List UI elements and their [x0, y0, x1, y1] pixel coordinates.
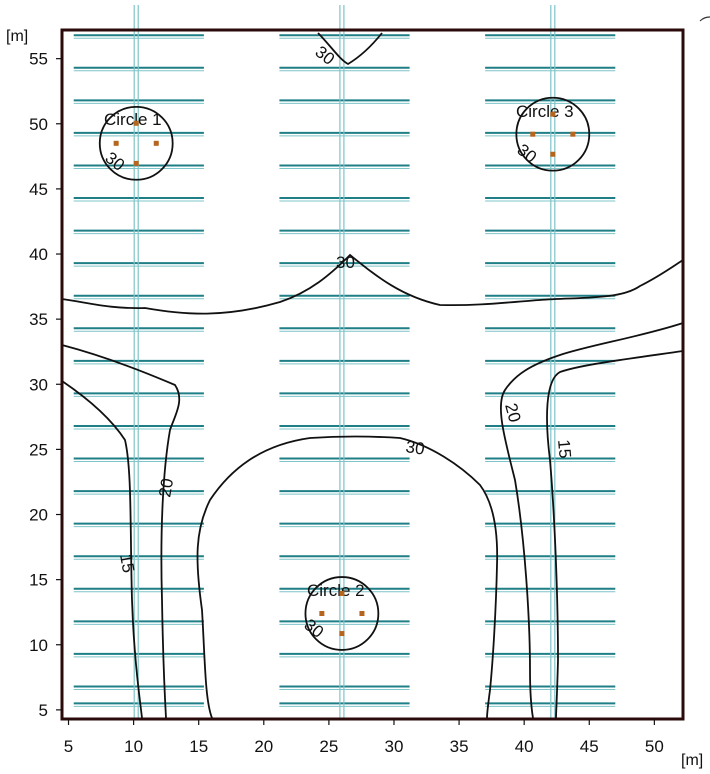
y-tick-label: 25 — [29, 440, 48, 459]
measurement-point-marker — [153, 140, 159, 146]
measurement-point-marker — [570, 131, 576, 137]
y-tick-label: 35 — [29, 310, 48, 329]
contour-label-30-top: 30 — [312, 42, 339, 69]
x-tick-label: 35 — [450, 737, 469, 756]
y-tick-label: 10 — [29, 636, 48, 655]
x-tick-label: 25 — [319, 737, 338, 756]
contour-label-15-left: 15 — [116, 552, 138, 574]
contour-line-15-left — [61, 380, 143, 719]
measurement-point-marker — [133, 160, 139, 166]
partial-circle-icon — [699, 16, 710, 22]
contour-label-20-left: 20 — [155, 477, 177, 499]
circle-3-label: Circle 3 — [516, 102, 574, 121]
calculation-circle — [304, 576, 380, 651]
calculation-circle — [98, 105, 174, 181]
contour-label-20-right: 20 — [501, 401, 524, 424]
contour-label-15-right: 15 — [554, 439, 575, 460]
x-tick-label: 40 — [515, 737, 534, 756]
calculation-circle — [515, 96, 591, 172]
contour-line-20-right — [499, 322, 684, 719]
x-axis-unit: [m] — [681, 752, 703, 769]
measurement-point-marker — [133, 120, 139, 126]
contour-layer — [61, 32, 684, 719]
x-tick-label: 50 — [645, 737, 664, 756]
y-tick-label: 30 — [29, 375, 48, 394]
contour-label-30-mid: 30 — [336, 253, 355, 272]
measurement-point-marker — [359, 611, 365, 617]
x-tick-label: 5 — [64, 737, 73, 756]
x-tick-label: 45 — [580, 737, 599, 756]
y-tick-label: 20 — [29, 506, 48, 525]
y-tick-label: 50 — [29, 115, 48, 134]
axis-ticks: 5 10 15 20 25 30 35 40 45 50 5 10 15 20 25 30 35 40 45 50 55 — [29, 50, 664, 756]
x-tick-label: 30 — [385, 737, 404, 756]
contour-line-30-bottom — [196, 435, 499, 719]
y-axis-unit: [m] — [6, 28, 28, 45]
measurement-point-marker — [530, 131, 536, 137]
calculation-circles — [98, 96, 591, 651]
contour-line-upper — [61, 253, 684, 315]
circle-2-label: Circle 2 — [307, 581, 365, 600]
measurement-point-marker — [339, 631, 345, 637]
measurement-point-marker — [550, 111, 556, 117]
measurement-point-marker — [113, 140, 119, 146]
y-tick-label: 45 — [29, 180, 48, 199]
x-tick-label: 10 — [124, 737, 143, 756]
contour-line-20-left — [61, 344, 181, 719]
y-tick-label: 40 — [29, 245, 48, 264]
measurement-point-marker — [319, 611, 325, 617]
y-tick-label: 15 — [29, 571, 48, 590]
x-tick-label: 20 — [254, 737, 273, 756]
measurement-point-marker — [339, 590, 345, 596]
luminaire-layer — [73, 5, 616, 719]
contour-line-30-top — [317, 32, 383, 66]
circle-1-label: Circle 1 — [104, 110, 162, 129]
y-tick-label: 55 — [29, 50, 48, 69]
x-tick-label: 15 — [189, 737, 208, 756]
plot-frame — [60, 28, 685, 721]
contour-line-15-right — [546, 350, 684, 719]
contour-label-30-bottom: 30 — [404, 437, 425, 458]
y-tick-label: 5 — [39, 701, 48, 720]
measurement-point-marker — [550, 151, 556, 157]
